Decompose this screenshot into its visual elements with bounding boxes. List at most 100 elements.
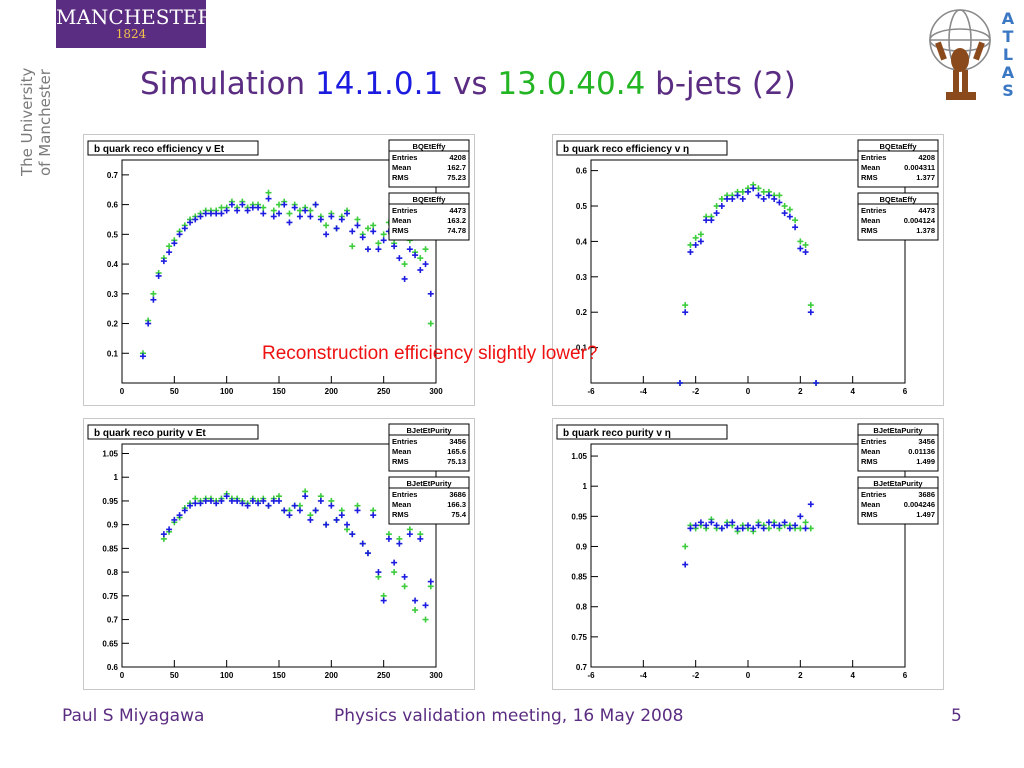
- data-point: [155, 272, 162, 279]
- y-tick-label: 0.95: [102, 497, 118, 506]
- x-tick-label: -4: [640, 671, 648, 680]
- data-point: [312, 201, 319, 208]
- data-point: [729, 519, 736, 526]
- stats-row-label: RMS: [861, 510, 878, 519]
- y-tick-label: 0.4: [107, 260, 119, 269]
- y-tick-label: 0.1: [107, 349, 119, 358]
- data-point: [260, 210, 267, 217]
- data-point: [813, 380, 820, 386]
- data-point: [349, 243, 356, 250]
- stats-row-value: 74.78: [447, 226, 466, 235]
- y-tick-label: 1: [114, 473, 119, 482]
- x-tick-label: 250: [377, 671, 391, 680]
- data-point: [364, 225, 371, 232]
- data-point: [755, 185, 762, 192]
- stats-box-frame: [857, 423, 939, 472]
- data-point: [692, 234, 699, 241]
- data-point: [797, 525, 804, 532]
- data-point: [422, 261, 429, 268]
- efficiency-vs-eta-chart: b quark reco efficiency v η 0.1 0.2 0.3 0.4 0…: [556, 139, 939, 396]
- stats-row-value: 4473: [918, 206, 935, 215]
- stats-row-label: RMS: [861, 173, 878, 182]
- purity-vs-et-panel: b quark reco purity v Et 0.6 0.65 0.7 0.75 0.…: [83, 418, 475, 690]
- stats-box: BQEtEffy Entries 4473 Mean 163.2 RMS 74.78: [388, 192, 470, 241]
- y-tick-label: 0.7: [576, 663, 588, 672]
- data-point: [281, 201, 288, 208]
- stats-box-name: BJetEtaPurity: [873, 479, 923, 488]
- x-tick-label: 150: [272, 387, 286, 396]
- stats-box-frame: [388, 476, 470, 525]
- data-point: [302, 493, 309, 500]
- data-point: [401, 573, 408, 580]
- data-point: [286, 219, 293, 226]
- stats-row-value: 3686: [918, 490, 935, 499]
- stats-box: BJetEtPurity Entries 3686 Mean 166.3 RMS 75.4: [388, 476, 470, 525]
- footer-page-number: 5: [951, 706, 962, 726]
- stats-row-label: RMS: [392, 510, 409, 519]
- stats-box-name: BQEtEffy: [413, 195, 447, 204]
- stats-box-name: BQEtEffy: [413, 142, 447, 151]
- data-point: [328, 213, 335, 220]
- stats-row-label: Mean: [392, 500, 412, 509]
- data-point: [406, 246, 413, 253]
- y-tick-label: 0.6: [576, 167, 588, 176]
- y-tick-label: 0.8: [107, 568, 119, 577]
- data-point: [239, 500, 246, 507]
- data-point: [375, 569, 382, 576]
- data-point: [234, 207, 241, 214]
- stats-box-frame: [857, 476, 939, 525]
- stats-row-value: 166.3: [447, 500, 466, 509]
- data-point: [765, 525, 772, 532]
- stats-row-value: 1.378: [916, 226, 935, 235]
- annotation-text: Reconstruction efficiency slightly lower…: [262, 343, 598, 364]
- data-point: [359, 540, 366, 547]
- stats-row-value: 4473: [449, 206, 466, 215]
- title-suffix: b-jets (2): [655, 66, 796, 102]
- title-prefix: Simulation: [140, 66, 306, 102]
- atlas-letter-a: A: [1002, 9, 1015, 28]
- data-point: [781, 519, 788, 526]
- y-tick-label: 0.9: [576, 542, 588, 551]
- data-point: [412, 252, 419, 259]
- y-tick-label: 0.7: [107, 616, 119, 625]
- data-point: [807, 501, 814, 508]
- data-point: [422, 246, 429, 253]
- x-tick-label: 200: [325, 387, 339, 396]
- x-tick-label: -4: [640, 387, 648, 396]
- data-point: [192, 500, 199, 507]
- data-point: [703, 217, 710, 224]
- data-point: [296, 207, 303, 214]
- data-point: [750, 185, 757, 192]
- chart-title-box: [87, 140, 259, 156]
- atlas-logo: A T L A S: [929, 9, 1015, 100]
- data-point: [786, 206, 793, 213]
- data-point: [422, 616, 429, 623]
- stats-row-label: Mean: [861, 500, 881, 509]
- data-point: [765, 519, 772, 526]
- y-tick-label: 1: [583, 482, 588, 491]
- data-point: [202, 497, 209, 504]
- data-point: [338, 512, 345, 519]
- data-point: [687, 249, 694, 256]
- data-point: [192, 216, 199, 223]
- data-point: [724, 195, 731, 202]
- y-tick-label: 0.6: [107, 201, 119, 210]
- chart-title-box: [556, 140, 728, 156]
- data-point: [713, 210, 720, 217]
- data-point: [422, 602, 429, 609]
- title-version-b: 13.0.40.4: [497, 66, 646, 102]
- data-point: [792, 217, 799, 224]
- data-point: [370, 222, 377, 229]
- data-point: [776, 199, 783, 206]
- y-tick-label: 1.05: [102, 449, 118, 458]
- data-point: [781, 203, 788, 210]
- stats-box: BQEtaEffy Entries 4208 Mean 0.004311 RMS 1.377: [857, 139, 939, 188]
- footer-author: Paul S Miyagawa: [62, 706, 205, 726]
- data-point: [139, 353, 146, 360]
- y-tick-label: 0.3: [576, 273, 588, 282]
- stats-box-frame: [857, 139, 939, 188]
- x-tick-label: 250: [377, 387, 391, 396]
- y-tick-label: 0.3: [107, 290, 119, 299]
- stats-box-name: BJetEtPurity: [406, 479, 452, 488]
- data-point: [228, 497, 235, 504]
